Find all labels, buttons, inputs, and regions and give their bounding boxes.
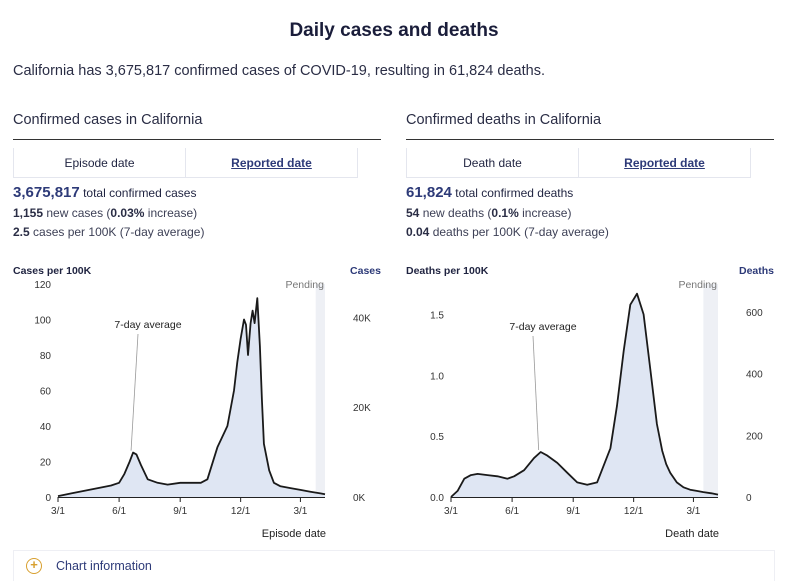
chart-information-toggle[interactable]: + Chart information	[13, 550, 775, 581]
pending-region	[703, 284, 718, 497]
total-deaths-label: total confirmed deaths	[455, 186, 574, 200]
cases-panel: Confirmed cases in California Episode da…	[13, 112, 381, 552]
new-cases-text-b: increase)	[147, 206, 198, 220]
x-tick-label: 3/1	[51, 506, 65, 517]
x-tick-label: 6/1	[505, 506, 519, 517]
new-cases-pct: 0.03%	[110, 206, 145, 220]
cases-rate-value: 2.5	[13, 225, 30, 239]
total-deaths: 61,824 total confirmed deaths	[406, 184, 609, 201]
deaths-panel: Confirmed deaths in California Death dat…	[406, 112, 774, 552]
area-fill	[451, 293, 718, 497]
y-tick-label: 120	[34, 280, 51, 291]
deaths-chart: Deaths per 100K Deaths Pending 0.0 0.5 1.0 1.5…	[406, 265, 774, 540]
pending-region	[315, 284, 325, 497]
y2-tick-label: 0	[746, 493, 752, 504]
y2-axis-title: Deaths	[739, 265, 774, 277]
y-tick-label: 0.0	[430, 493, 444, 504]
x-axis-title: Death date	[665, 528, 719, 540]
area-fill	[58, 298, 325, 497]
page-title: Daily cases and deaths	[289, 20, 499, 41]
x-tick-label: 3/1	[444, 506, 458, 517]
y-axis-title: Deaths per 100K	[406, 265, 489, 277]
y2-tick-label: 40K	[353, 313, 371, 324]
new-cases-text-a: new cases (	[46, 206, 111, 220]
deaths-panel-heading: Confirmed deaths in California	[406, 112, 774, 140]
tab-death-date[interactable]: Death date	[407, 148, 579, 177]
x-tick-label: 12/1	[624, 506, 644, 517]
x-axis-title: Episode date	[262, 528, 326, 540]
y2-tick-label: 200	[746, 431, 763, 442]
y-axis-title: Cases per 100K	[13, 265, 92, 277]
y-tick-label: 1.0	[430, 371, 444, 382]
total-cases-value: 3,675,817	[13, 184, 80, 201]
y2-tick-label: 400	[746, 370, 763, 381]
deaths-rate-value: 0.04	[406, 225, 430, 239]
new-deaths-pct: 0.1%	[491, 206, 519, 220]
pending-label: Pending	[285, 279, 324, 291]
x-tick-label: 3/1	[293, 506, 307, 517]
new-deaths-text-a: new deaths (	[422, 206, 492, 220]
series-line	[450, 292, 719, 498]
y-tick-label: 0.5	[430, 432, 444, 443]
y-tick-label: 60	[40, 387, 52, 398]
y-tick-label: 0	[45, 493, 51, 504]
y2-tick-label: 0K	[353, 493, 366, 504]
tab-episode-date[interactable]: Episode date	[14, 148, 186, 177]
series-line	[57, 297, 326, 497]
chart-information-label: Chart information	[56, 559, 152, 573]
y-tick-label: 100	[34, 316, 51, 327]
total-cases-label: total confirmed cases	[83, 186, 197, 200]
deaths-rate-text: deaths per 100K (7-day average)	[432, 225, 609, 239]
cases-tabs: Episode date Reported date	[13, 148, 358, 178]
y2-axis-title: Cases	[350, 265, 381, 277]
annotation-label: 7-day average	[509, 321, 576, 333]
x-tick-label: 3/1	[686, 506, 700, 517]
deaths-tabs: Death date Reported date	[406, 148, 751, 178]
cases-panel-heading: Confirmed cases in California	[13, 112, 381, 140]
deaths-stats: 61,824 total confirmed deaths 54 new dea…	[406, 184, 609, 239]
x-tick-label: 9/1	[566, 506, 580, 517]
cases-chart: Cases per 100K Cases Pending 0 20 40 60 80 100 12…	[13, 265, 381, 540]
y2-tick-label: 20K	[353, 403, 371, 414]
total-deaths-value: 61,824	[406, 184, 452, 201]
summary-text: California has 3,675,817 confirmed cases…	[13, 63, 545, 79]
y-tick-label: 1.5	[430, 310, 444, 321]
y-tick-label: 20	[40, 458, 52, 469]
cases-rate: 2.5 cases per 100K (7-day average)	[13, 225, 204, 239]
annotation-label: 7-day average	[114, 319, 181, 331]
y-tick-label: 40	[40, 422, 52, 433]
x-tick-label: 12/1	[231, 506, 251, 517]
y-tick-label: 80	[40, 351, 52, 362]
x-tick-label: 6/1	[112, 506, 126, 517]
y2-tick-label: 600	[746, 308, 763, 319]
annotation-leader	[532, 335, 540, 450]
total-cases: 3,675,817 total confirmed cases	[13, 184, 204, 201]
tab-reported-date-deaths[interactable]: Reported date	[624, 155, 705, 170]
x-tick-label: 9/1	[173, 506, 187, 517]
annotation-leader	[130, 333, 139, 451]
new-deaths-text-b: increase)	[522, 206, 572, 220]
new-cases: 1,155 new cases (0.03% increase)	[13, 206, 204, 220]
new-deaths-value: 54	[406, 206, 420, 220]
deaths-rate: 0.04 deaths per 100K (7-day average)	[406, 225, 609, 239]
cases-stats: 3,675,817 total confirmed cases 1,155 ne…	[13, 184, 204, 239]
plus-circle-icon: +	[26, 558, 42, 574]
new-deaths: 54 new deaths (0.1% increase)	[406, 206, 609, 220]
pending-label: Pending	[678, 279, 717, 291]
cases-rate-text: cases per 100K (7-day average)	[33, 225, 205, 239]
tab-reported-date[interactable]: Reported date	[231, 155, 312, 170]
new-cases-value: 1,155	[13, 206, 44, 220]
